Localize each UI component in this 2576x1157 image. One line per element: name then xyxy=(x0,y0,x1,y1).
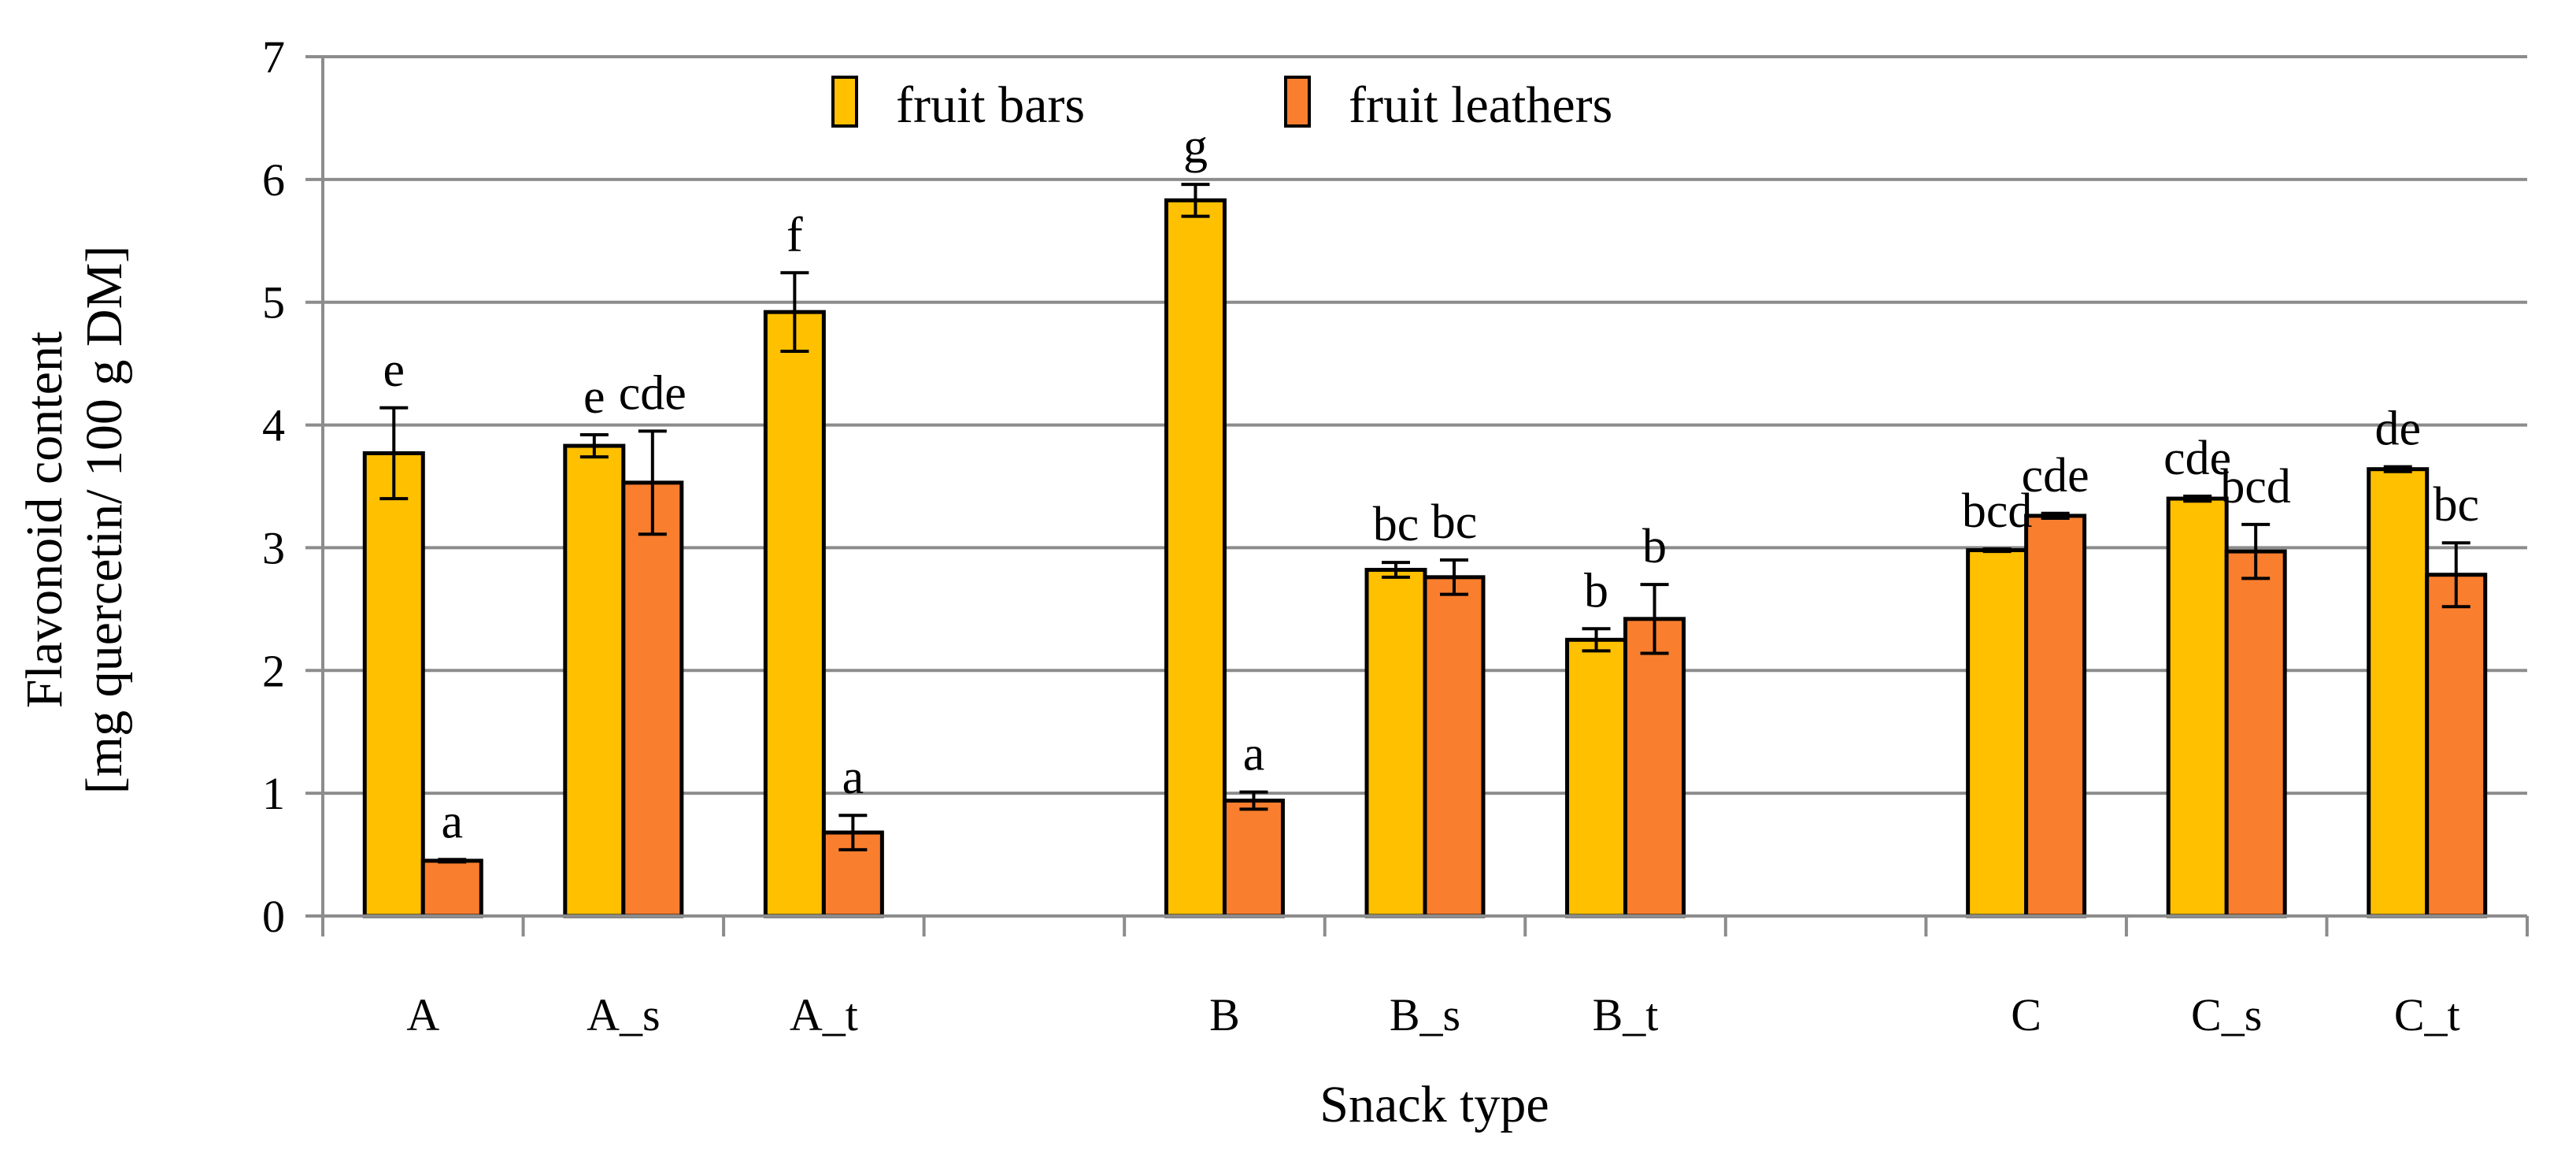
x-tick-label: A_t xyxy=(790,989,858,1040)
significance-label-fruit-leathers: b xyxy=(1642,520,1667,573)
y-axis-title-line-1: Flavonoid content xyxy=(16,332,73,708)
significance-label-fruit-bars: e xyxy=(583,370,605,424)
significance-label-fruit-bars: cde xyxy=(2163,432,2231,485)
significance-label-fruit-leathers: a xyxy=(1243,728,1265,781)
legend-swatch-fruit-bars xyxy=(831,76,858,128)
y-tick-label: 5 xyxy=(262,277,285,328)
bar-fruit-bars xyxy=(2166,496,2229,918)
significance-label-fruit-bars: de xyxy=(2374,402,2421,456)
bar-fruit-bars xyxy=(362,451,425,918)
bar-fruit-leathers xyxy=(2024,514,2087,918)
bar-fruit-bars xyxy=(1966,548,2029,918)
x-tick-label: A_s xyxy=(587,989,660,1040)
significance-label-fruit-leathers: a xyxy=(442,795,464,848)
bar-fruit-bars xyxy=(1565,637,1628,918)
significance-label-fruit-bars: f xyxy=(786,208,803,261)
significance-label-fruit-leathers: bc xyxy=(1431,495,1478,549)
y-tick-label: 3 xyxy=(262,522,285,573)
significance-label-fruit-bars: bcd xyxy=(1962,484,2033,538)
bar-fruit-bars xyxy=(763,310,826,918)
bar-fruit-bars xyxy=(563,443,626,918)
bar-fruit-leathers xyxy=(2224,549,2287,918)
bar-fruit-leathers xyxy=(1222,798,1285,918)
significance-label-fruit-leathers: a xyxy=(842,751,864,804)
bar-fruit-leathers xyxy=(1623,617,1686,918)
bar-fruit-bars xyxy=(1364,567,1427,918)
legend: fruit bars fruit leathers xyxy=(831,76,1612,134)
x-tick-label: B_s xyxy=(1390,989,1460,1040)
bar-fruit-bars xyxy=(2367,467,2430,918)
legend-label-fruit-bars: fruit bars xyxy=(896,76,1085,134)
y-tick-label: 6 xyxy=(262,154,285,206)
legend-label-fruit-leathers: fruit leathers xyxy=(1349,76,1612,134)
legend-swatch-fruit-leathers xyxy=(1284,76,1311,128)
significance-label-fruit-leathers: cde xyxy=(2022,449,2089,502)
bar-fruit-leathers xyxy=(621,480,684,918)
x-tick-label: A xyxy=(406,989,439,1040)
significance-label-fruit-leathers: bc xyxy=(2433,478,2479,532)
y-tick-label: 2 xyxy=(262,645,285,696)
significance-label-fruit-bars: e xyxy=(383,343,405,397)
axes: 0 1 2 3 4 5 6 7 A A_s A_t B B_s B_t C C_s C_t xyxy=(262,32,2529,1040)
x-tick-label: B_t xyxy=(1593,989,1659,1040)
x-tick-label: C xyxy=(2011,989,2041,1040)
bar-fruit-leathers xyxy=(1423,575,1486,918)
x-tick-label: C_t xyxy=(2394,989,2460,1040)
bar-fruit-leathers xyxy=(2425,573,2488,918)
significance-label-fruit-bars: bc xyxy=(1373,498,1419,551)
x-axis-title: Snack type xyxy=(1319,1076,1549,1133)
significance-label-fruit-leathers: bcd xyxy=(2220,460,2291,514)
y-tick-label: 1 xyxy=(262,768,285,819)
bar-fruit-bars xyxy=(1164,198,1227,918)
y-tick-label: 7 xyxy=(262,32,285,83)
significance-label-fruit-bars: b xyxy=(1584,564,1608,617)
y-tick-label: 0 xyxy=(262,891,285,942)
x-tick-label: B xyxy=(1209,989,1240,1040)
x-tick-label: C_s xyxy=(2191,989,2262,1040)
significance-label-fruit-leathers: cde xyxy=(619,366,687,420)
y-axis-title-line-2: [mg quercetin/ 100 g DM] xyxy=(76,246,133,795)
bar-fruit-leathers xyxy=(420,858,483,918)
gridlines xyxy=(323,55,2527,795)
y-tick-label: 4 xyxy=(262,400,285,451)
bars xyxy=(362,183,2488,918)
significance-label-fruit-bars: g xyxy=(1183,120,1208,173)
